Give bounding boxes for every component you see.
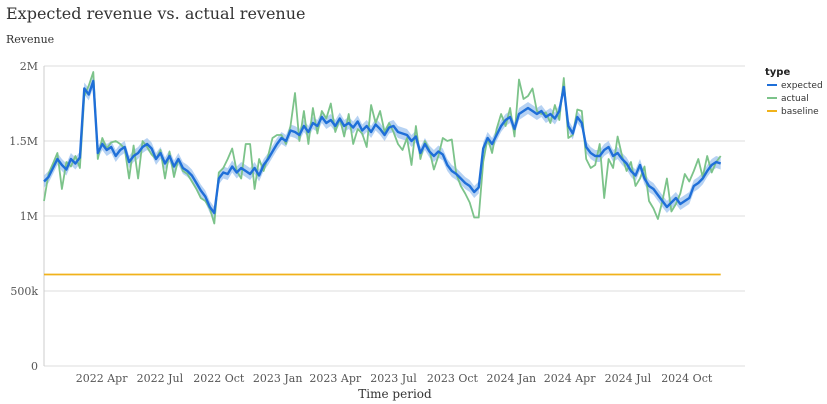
series-layer [43,71,722,276]
chart-title: Expected revenue vs. actual revenue [6,4,306,23]
legend-title: type [765,67,790,78]
expected-band [44,75,721,219]
x-tick-label: 2024 Apr [544,372,596,385]
legend-label-expected: expected [781,81,823,91]
y-axis-title: Revenue [6,33,55,46]
y-axis-ticks: 0 500k 1M 1.5M 2M [9,60,38,373]
expected-band-layer [44,75,721,219]
x-tick-label: 2024 Jul [605,372,652,385]
x-tick-label: 2024 Oct [661,372,713,385]
x-axis-title: Time period [358,387,432,401]
x-tick-label: 2022 Jul [137,372,184,385]
legend-label-actual: actual [781,94,809,104]
y-tick-label: 1.5M [9,135,38,148]
x-tick-label: 2022 Oct [193,372,245,385]
x-axis-ticks: 2022 Apr 2022 Jul 2022 Oct 2023 Jan 2023 Apr… [76,372,713,385]
legend-label-baseline: baseline [781,107,819,117]
grid-lines [43,65,745,367]
y-tick-label: 0 [31,360,38,373]
x-tick-label: 2023 Apr [309,372,361,385]
y-tick-label: 500k [10,285,38,298]
x-tick-label: 2022 Apr [76,372,128,385]
x-tick-label: 2023 Jan [253,372,303,385]
y-tick-label: 2M [20,60,38,73]
x-tick-label: 2024 Jan [487,372,537,385]
x-tick-label: 2023 Jul [370,372,417,385]
legend: type expected actual baseline [765,67,823,117]
x-tick-label: 2023 Oct [427,372,479,385]
series-expected-line [43,79,722,215]
y-tick-label: 1M [20,210,38,223]
